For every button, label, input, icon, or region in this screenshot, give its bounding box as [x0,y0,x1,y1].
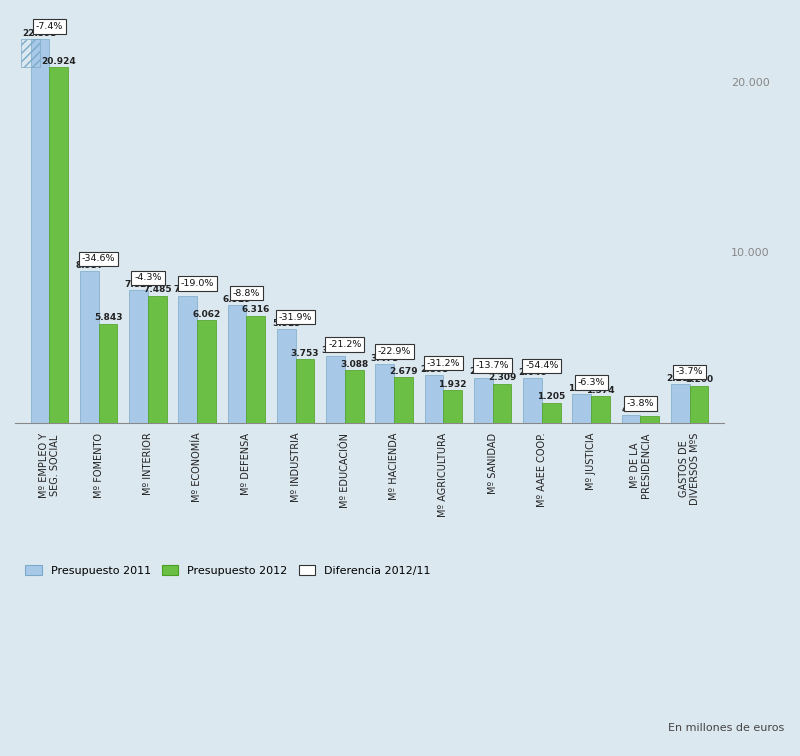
Text: 1.681: 1.681 [567,384,596,393]
Bar [98,324,118,423]
Text: 6.929: 6.929 [222,295,251,304]
Text: -19.0%: -19.0% [181,279,214,288]
Bar [228,305,246,423]
Text: 8.937: 8.937 [75,261,104,270]
Text: 2.200: 2.200 [685,375,713,384]
Bar [394,377,413,423]
Bar [375,364,394,423]
Bar [130,290,148,423]
Text: -54.4%: -54.4% [525,361,558,370]
Text: 432: 432 [640,405,659,414]
Text: 7.481: 7.481 [174,286,202,294]
Text: -31.9%: -31.9% [279,312,313,321]
Text: 10.000: 10.000 [731,248,770,258]
Text: -4.3%: -4.3% [134,274,162,283]
Bar [30,39,50,423]
Text: 7.822: 7.822 [124,280,153,289]
Bar [690,386,708,423]
Text: 1.932: 1.932 [438,380,467,389]
Bar [425,375,443,423]
Text: 2.808: 2.808 [420,365,448,374]
Text: 7.485: 7.485 [143,285,172,294]
Text: 1.205: 1.205 [537,392,566,401]
Text: -34.6%: -34.6% [82,255,115,263]
Text: -7.4%: -7.4% [36,22,63,31]
Text: -13.7%: -13.7% [476,361,510,370]
Bar [493,384,511,423]
Bar [197,320,216,423]
Bar [50,67,68,423]
Bar [277,329,296,423]
Text: 3.753: 3.753 [290,349,319,358]
Text: -21.2%: -21.2% [328,339,362,349]
Text: -6.3%: -6.3% [578,378,605,387]
Text: 6.316: 6.316 [242,305,270,314]
Text: 449: 449 [622,405,641,414]
Text: 2.285: 2.285 [666,373,694,383]
Bar [178,296,197,423]
Text: 2.646: 2.646 [518,367,546,376]
Text: En millones de euros: En millones de euros [668,723,784,733]
Bar [572,395,591,423]
Text: 3.088: 3.088 [340,360,368,369]
Text: -8.8%: -8.8% [233,289,260,298]
Text: 5.515: 5.515 [272,319,301,328]
Bar [296,359,314,423]
Text: -22.9%: -22.9% [378,347,411,356]
Text: 1.574: 1.574 [586,386,614,395]
Bar [148,296,166,423]
Bar [474,377,493,423]
Bar [246,315,265,423]
Bar [542,402,561,423]
Bar [345,370,364,423]
Text: 20.924: 20.924 [42,57,76,66]
Bar [640,416,659,423]
Bar [443,390,462,423]
Bar [80,271,98,423]
Bar [591,396,610,423]
Text: 5.843: 5.843 [94,313,122,322]
Text: -3.8%: -3.8% [626,398,654,407]
Text: 2.674: 2.674 [469,367,498,376]
Text: 3.918: 3.918 [322,346,350,355]
Text: 2.679: 2.679 [389,367,418,376]
Text: 6.062: 6.062 [193,309,221,318]
Bar [622,415,640,423]
Bar [523,378,542,423]
Text: -3.7%: -3.7% [676,367,703,376]
Text: 22.593: 22.593 [22,29,58,38]
Text: 2.309: 2.309 [488,373,516,383]
Bar [22,39,40,67]
Legend: Presupuesto 2011, Presupuesto 2012, Diferencia 2012/11: Presupuesto 2011, Presupuesto 2012, Dife… [21,561,435,581]
Text: 20.000: 20.000 [731,78,770,88]
Text: -31.2%: -31.2% [426,358,460,367]
Text: 3.473: 3.473 [370,354,399,363]
Bar [326,356,345,423]
Bar [671,384,690,423]
